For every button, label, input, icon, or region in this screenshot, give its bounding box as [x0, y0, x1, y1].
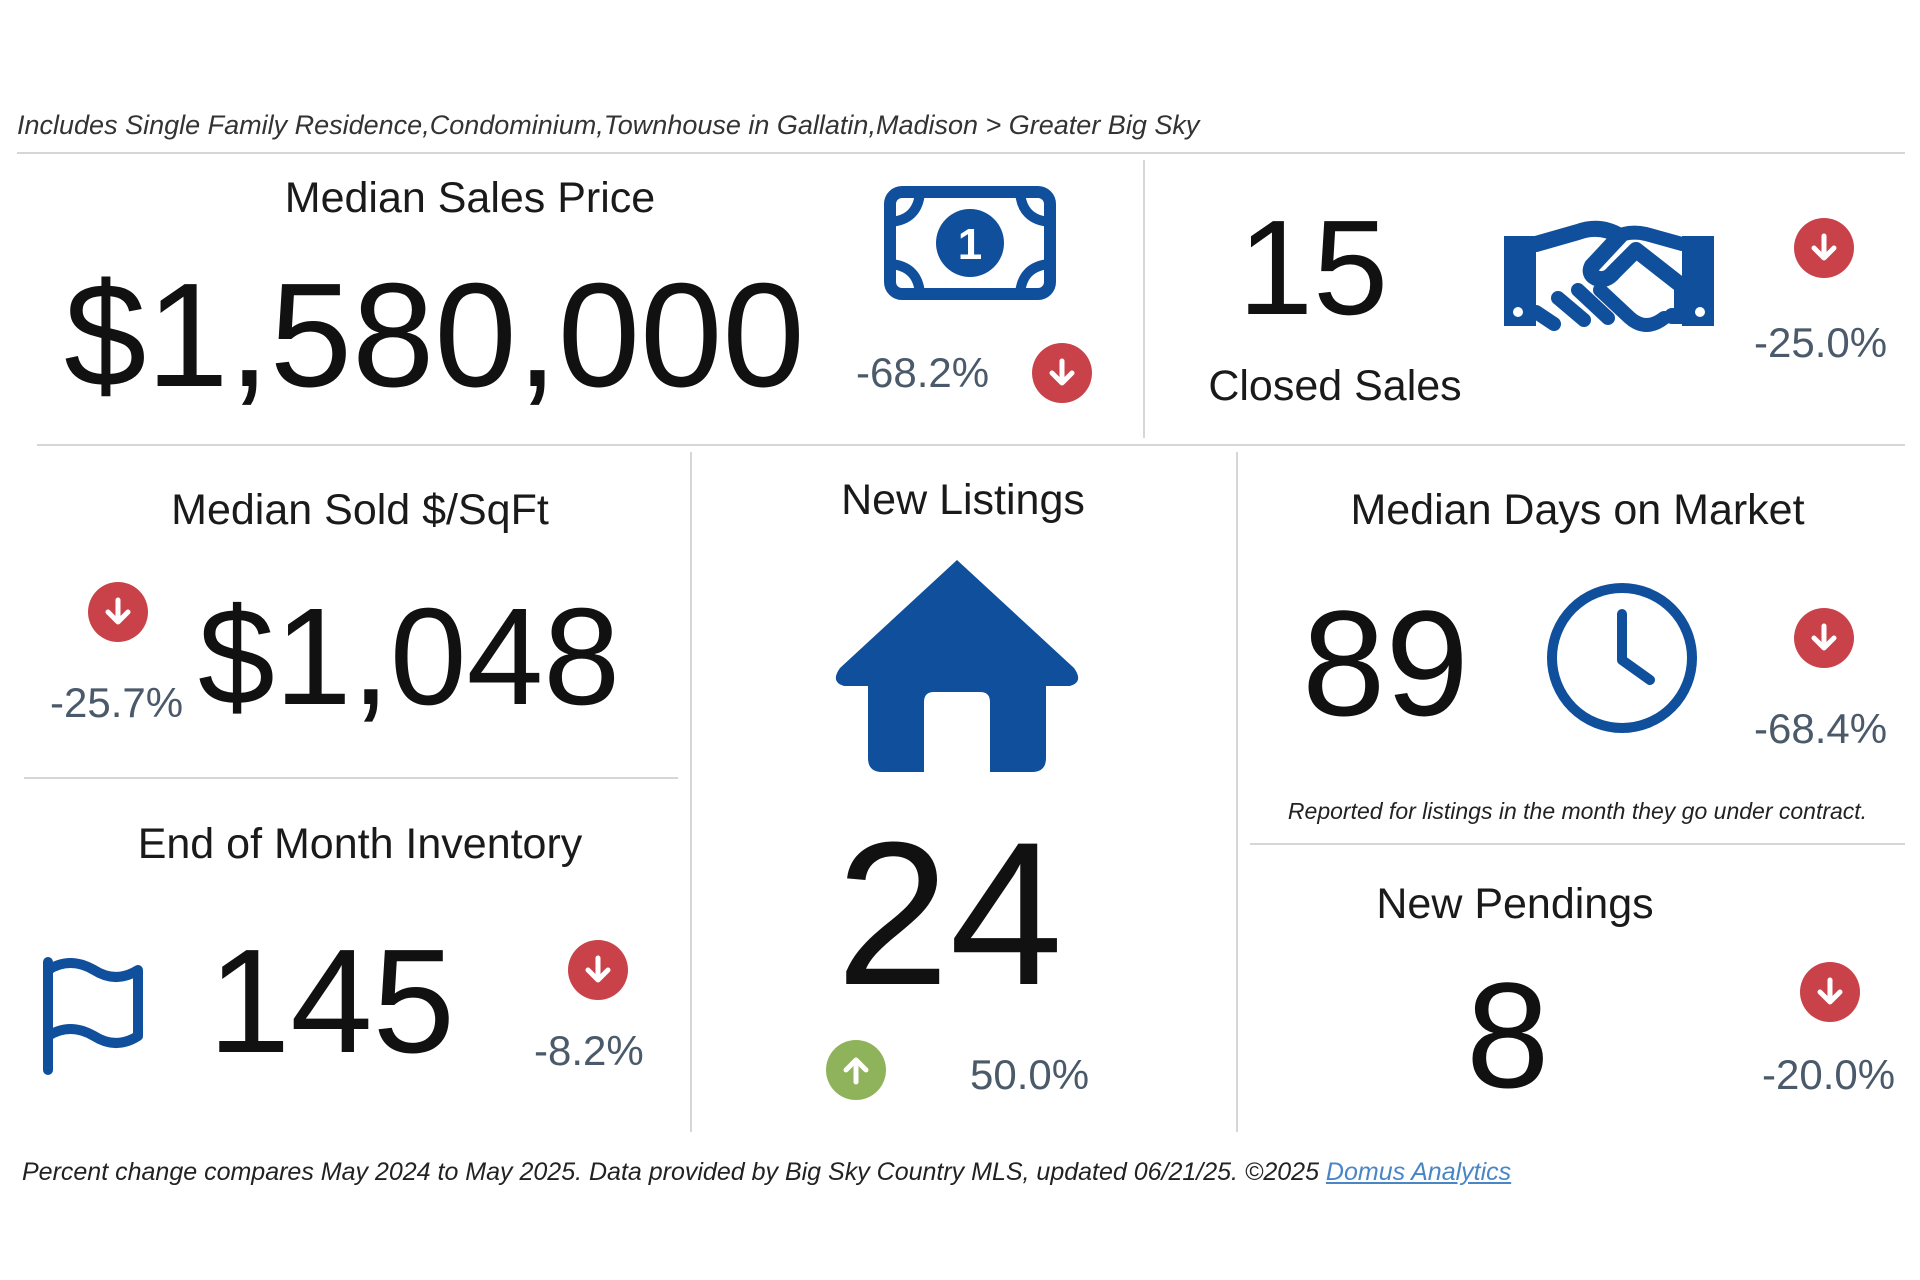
down-arrow-icon: [1794, 218, 1854, 278]
clock-icon: [1544, 580, 1700, 736]
closed-sales-change: -25.0%: [1754, 319, 1888, 366]
divider-middle: [37, 444, 1905, 446]
divider-left-vertical: [690, 452, 692, 1132]
dollar-bill-icon: 1: [884, 186, 1056, 300]
down-arrow-icon: [568, 940, 628, 1000]
footer-note: Percent change compares May 2024 to May …: [22, 1158, 1511, 1187]
domus-analytics-link[interactable]: Domus Analytics: [1325, 1158, 1512, 1186]
median-sold-sqft-change: -25.7%: [50, 679, 184, 726]
inventory-title: End of Month Inventory: [137, 820, 583, 868]
median-sales-price-title: Median Sales Price: [284, 174, 656, 222]
median-sales-price-value: $1,580,000: [64, 253, 805, 418]
divider-right-vertical: [1236, 452, 1238, 1132]
median-sold-sqft-title: Median Sold $/SqFt: [171, 486, 549, 534]
inventory-change: -8.2%: [534, 1027, 644, 1074]
filter-description: Includes Single Family Residence,Condomi…: [17, 110, 1200, 140]
new-pendings-title: New Pendings: [1376, 880, 1654, 928]
median-dom-note: Reported for listings in the month they …: [1287, 798, 1868, 824]
down-arrow-icon: [1794, 608, 1854, 668]
median-dom-title: Median Days on Market: [1350, 486, 1805, 534]
svg-text:1: 1: [958, 220, 982, 269]
median-sales-price-change: -68.2%: [856, 349, 990, 396]
house-icon: [832, 552, 1082, 774]
divider-right-inner: [1250, 843, 1905, 845]
median-dom-value: 89: [1302, 579, 1469, 747]
handshake-icon: [1496, 216, 1722, 352]
flag-icon: [38, 956, 146, 1076]
closed-sales-value: 15: [1238, 192, 1389, 343]
divider-left-inner: [24, 777, 678, 779]
closed-sales-title: Closed Sales: [1208, 362, 1462, 410]
down-arrow-icon: [1032, 343, 1092, 403]
up-arrow-icon: [826, 1040, 886, 1100]
footer-text: Percent change compares May 2024 to May …: [22, 1158, 1326, 1186]
new-listings-title: New Listings: [841, 476, 1085, 524]
down-arrow-icon: [88, 582, 148, 642]
new-pendings-value: 8: [1466, 951, 1550, 1119]
inventory-value: 145: [208, 919, 455, 1084]
median-sold-sqft-value: $1,048: [198, 580, 621, 734]
down-arrow-icon: [1800, 962, 1860, 1022]
divider-top: [17, 152, 1905, 154]
divider-top-vertical: [1143, 160, 1145, 438]
new-listings-value: 24: [836, 800, 1063, 1028]
new-pendings-change: -20.0%: [1762, 1051, 1896, 1098]
median-dom-change: -68.4%: [1754, 705, 1888, 752]
new-listings-change: 50.0%: [970, 1051, 1090, 1098]
